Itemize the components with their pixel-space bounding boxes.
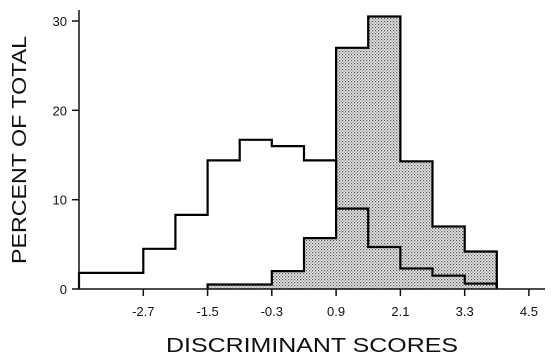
shaded-bin-bar bbox=[432, 226, 465, 289]
shaded-bin-bar bbox=[400, 161, 433, 289]
x-axis-label: DISCRIMINANT SCORES bbox=[166, 335, 458, 357]
y-axis-label: PERCENT OF TOTAL bbox=[9, 36, 31, 264]
y-tick-label: 0 bbox=[60, 282, 67, 297]
shaded-bin-bar bbox=[336, 47, 369, 289]
shaded-series-outline bbox=[206, 15, 498, 289]
shaded-bin-bar bbox=[207, 284, 240, 289]
shaded-bin-bar bbox=[304, 238, 337, 289]
y-ticks: 0 10 20 30 bbox=[53, 14, 79, 297]
x-tick-label: 4.5 bbox=[520, 304, 538, 319]
x-ticks: -2.7 -1.5 -0.3 0.9 2.1 3.3 4.5 bbox=[132, 289, 538, 319]
shaded-bin-bar bbox=[368, 16, 401, 289]
y-tick-label: 20 bbox=[53, 103, 67, 118]
x-tick-label: 2.1 bbox=[391, 304, 409, 319]
x-tick-label: 0.9 bbox=[327, 304, 345, 319]
x-tick-label: 3.3 bbox=[456, 304, 474, 319]
shaded-bin-bar bbox=[239, 284, 272, 289]
x-tick-label: -0.3 bbox=[261, 304, 283, 319]
shaded-bin-bar bbox=[271, 271, 304, 289]
x-tick-label: -2.7 bbox=[132, 304, 154, 319]
axes bbox=[78, 10, 545, 290]
x-tick-label: -1.5 bbox=[196, 304, 218, 319]
y-tick-label: 10 bbox=[53, 193, 67, 208]
y-tick-label: 30 bbox=[53, 14, 67, 29]
open-series-outline bbox=[77, 138, 498, 289]
plot-area bbox=[77, 15, 498, 289]
